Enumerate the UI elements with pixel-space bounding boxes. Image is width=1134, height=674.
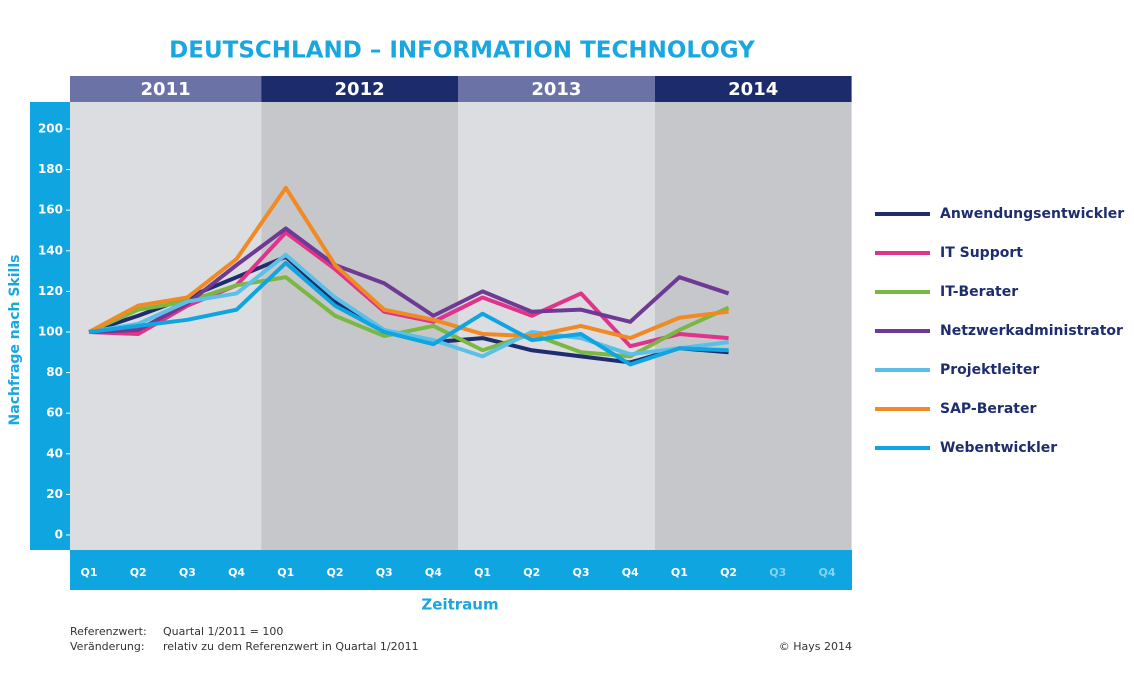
y-tick-label: 80: [46, 365, 63, 379]
footnote-text: Quartal 1/2011 = 100: [163, 625, 283, 638]
x-tick-label: Q1: [80, 566, 97, 579]
x-tick-label: Q3: [769, 566, 786, 579]
x-tick-label: Q3: [376, 566, 393, 579]
x-tick-label: Q4: [228, 566, 245, 579]
year-label: 2012: [335, 79, 385, 100]
y-tick-label: 40: [46, 446, 63, 460]
x-tick-label: Q3: [572, 566, 589, 579]
x-axis-label: Zeitraum: [421, 596, 498, 614]
year-header: [261, 76, 458, 102]
year-label: 2013: [531, 79, 581, 100]
footnote-text: relativ zu dem Referenzwert in Quartal 1…: [163, 640, 419, 653]
footnote-label: Veränderung:: [70, 640, 145, 653]
y-tick-label: 140: [38, 243, 63, 257]
y-axis-strip: [30, 102, 70, 550]
legend-label: IT Support: [940, 245, 1023, 261]
x-tick-label: Q2: [130, 566, 147, 579]
legend-label: SAP-Berater: [940, 401, 1036, 417]
x-tick-label: Q1: [671, 566, 688, 579]
year-label: 2014: [728, 79, 778, 100]
x-tick-label: Q4: [425, 566, 442, 579]
y-axis-label: Nachfrage nach Skills: [7, 255, 23, 426]
source: © Hays 2014: [779, 640, 852, 653]
y-tick-label: 160: [38, 203, 63, 217]
y-tick-label: 120: [38, 284, 63, 298]
x-tick-label: Q4: [818, 566, 835, 579]
y-tick-label: 100: [38, 324, 63, 338]
year-header: [654, 76, 852, 102]
legend-label: Webentwickler: [940, 440, 1057, 456]
series-line: [88, 252, 729, 359]
footnote-label: Referenzwert:: [70, 625, 147, 638]
y-tick-label: 180: [38, 162, 63, 176]
x-tick-label: Q1: [474, 566, 491, 579]
y-tick-label: 20: [46, 487, 63, 501]
x-axis-strip: [70, 550, 852, 590]
year-header: [458, 76, 655, 102]
x-tick-label: Q4: [622, 566, 639, 579]
x-tick-label: Q3: [179, 566, 196, 579]
y-tick-label: 60: [46, 406, 63, 420]
series-line: [88, 260, 729, 367]
x-tick-label: Q1: [277, 566, 294, 579]
year-label: 2011: [141, 79, 191, 100]
legend-label: IT-Berater: [940, 284, 1018, 300]
series-line: [88, 226, 730, 334]
legend-label: Anwendungsentwickler: [940, 206, 1124, 222]
year-header: [70, 76, 262, 102]
x-tick-label: Q2: [326, 566, 343, 579]
series-line: [88, 185, 729, 341]
x-tick-label: Q2: [720, 566, 737, 579]
year-background: [458, 102, 655, 550]
x-tick-label: Q2: [523, 566, 540, 579]
legend-label: Netzwerkadministrator: [940, 323, 1123, 339]
y-tick-label: 0: [55, 527, 63, 541]
chart-title: DEUTSCHLAND – INFORMATION TECHNOLOGY: [169, 38, 755, 64]
y-tick-label: 200: [38, 121, 63, 135]
legend-label: Projektleiter: [940, 362, 1039, 378]
